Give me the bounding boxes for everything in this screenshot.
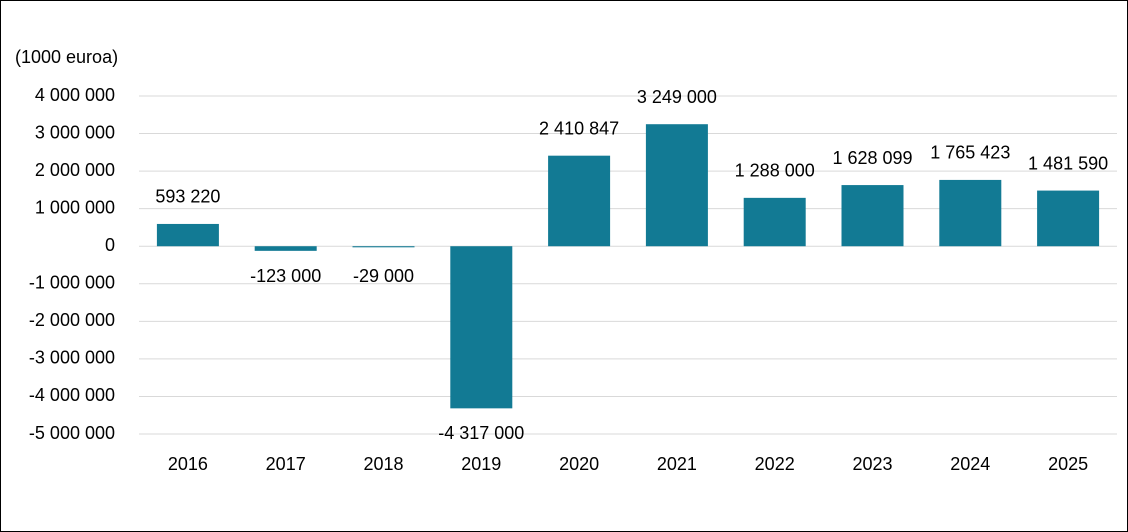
value-label: 1 628 099 <box>832 148 912 168</box>
x-tick-label: 2021 <box>657 454 697 474</box>
x-tick-label: 2020 <box>559 454 599 474</box>
bar <box>841 185 904 247</box>
value-label: 3 249 000 <box>637 87 717 107</box>
y-tick-label: -2 000 000 <box>29 310 115 330</box>
value-label: 1 481 590 <box>1028 153 1108 173</box>
x-tick-label: 2016 <box>168 454 208 474</box>
value-label: -29 000 <box>353 266 414 286</box>
value-label: -123 000 <box>250 266 321 286</box>
value-label: 593 220 <box>155 187 220 207</box>
x-tick-label: 2017 <box>266 454 306 474</box>
x-tick-label: 2019 <box>461 454 501 474</box>
bar <box>743 197 806 247</box>
bar <box>352 246 415 248</box>
value-label: 1 765 423 <box>930 143 1010 163</box>
x-tick-label: 2022 <box>755 454 795 474</box>
value-label: -4 317 000 <box>438 423 524 443</box>
bar <box>645 124 708 247</box>
x-tick-label: 2025 <box>1048 454 1088 474</box>
x-tick-label: 2023 <box>852 454 892 474</box>
y-tick-label: 2 000 000 <box>35 160 115 180</box>
bar <box>156 223 219 247</box>
y-unit-label: (1000 euroa) <box>15 47 118 67</box>
y-tick-label: 3 000 000 <box>35 122 115 142</box>
value-label: 1 288 000 <box>735 161 815 181</box>
bar <box>254 246 317 251</box>
bar <box>450 246 513 409</box>
bar <box>939 179 1002 247</box>
y-tick-label: 1 000 000 <box>35 197 115 217</box>
y-tick-label: 4 000 000 <box>35 85 115 105</box>
bar <box>1037 190 1100 247</box>
value-label: 2 410 847 <box>539 118 619 138</box>
x-tick-label: 2018 <box>363 454 403 474</box>
y-tick-label: -3 000 000 <box>29 348 115 368</box>
y-tick-label: -4 000 000 <box>29 385 115 405</box>
y-tick-label: -5 000 000 <box>29 423 115 443</box>
y-tick-label: -1 000 000 <box>29 273 115 293</box>
x-tick-label: 2024 <box>950 454 990 474</box>
y-tick-label: 0 <box>105 235 115 255</box>
bar <box>548 155 611 247</box>
